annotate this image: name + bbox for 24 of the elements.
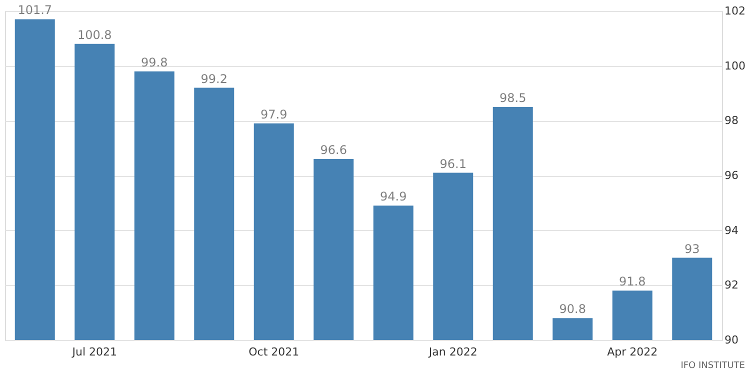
x-tick-label: Apr 2022 xyxy=(607,346,658,358)
data-label: 101.7 xyxy=(18,3,52,18)
data-label: 96.6 xyxy=(320,143,347,158)
y-tick-label: 100 xyxy=(724,59,746,72)
y-tick-label: 92 xyxy=(724,278,738,292)
data-label: 100.8 xyxy=(77,28,112,42)
x-tick-label: Jan 2022 xyxy=(428,346,478,358)
data-label: 99.8 xyxy=(141,55,168,70)
x-tick-label: Jul 2021 xyxy=(71,346,118,358)
y-tick-label: 90 xyxy=(724,334,738,346)
data-label: 98.5 xyxy=(500,90,526,105)
x-tick-label: Oct 2021 xyxy=(248,346,300,358)
y-tick-label: 94 xyxy=(724,224,738,237)
data-label: 99.2 xyxy=(200,72,228,86)
data-label: 97.9 xyxy=(260,107,288,122)
y-tick-label: 98 xyxy=(724,114,738,128)
data-label: 90.8 xyxy=(559,302,586,316)
y-tick-label: 102 xyxy=(724,4,746,18)
data-label: 96.1 xyxy=(440,156,466,171)
y-tick-label: 96 xyxy=(724,169,738,182)
data-label: 91.8 xyxy=(619,274,646,289)
data-label: 93 xyxy=(684,242,700,256)
text: IFO INSTITUTE xyxy=(680,361,746,371)
data-label: 94.9 xyxy=(380,190,407,204)
